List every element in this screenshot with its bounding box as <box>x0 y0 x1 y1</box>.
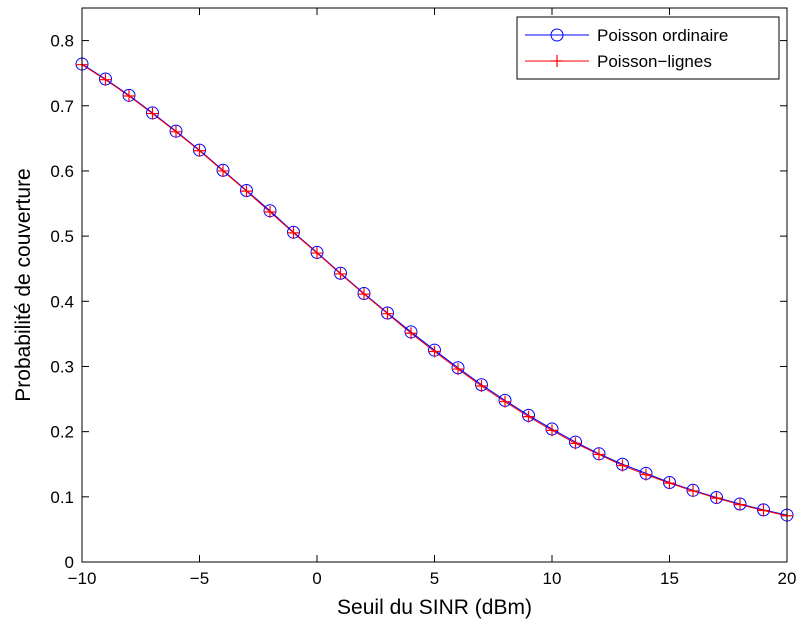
data-point-plus <box>593 448 605 461</box>
data-point-plus <box>217 164 229 177</box>
data-point-plus <box>452 363 464 376</box>
legend-marker-circle <box>550 28 564 42</box>
data-point-plus <box>287 226 300 239</box>
data-point-plus <box>381 307 394 320</box>
data-point-plus <box>358 288 370 301</box>
x-tick-label: 20 <box>778 569 797 588</box>
x-tick-label: −10 <box>68 569 97 588</box>
data-point-plus <box>616 459 629 472</box>
data-point-plus <box>146 107 159 120</box>
x-tick-label: 0 <box>312 569 321 588</box>
legend-label-poisson-ordinaire: Poisson ordinaire <box>597 26 728 45</box>
y-tick-label: 0.8 <box>50 32 74 51</box>
data-point-plus <box>663 477 676 490</box>
x-tick-label: −5 <box>190 569 209 588</box>
y-tick-label: 0.7 <box>50 97 74 116</box>
x-axis-label: Seuil du SINR (dBm) <box>337 596 532 619</box>
data-point-plus <box>522 410 535 423</box>
y-tick-label: 0.6 <box>50 162 74 181</box>
data-point-plus <box>170 125 182 138</box>
data-point-plus <box>428 345 441 358</box>
data-point-plus <box>193 144 206 157</box>
legend-label-poisson-lignes: Poisson−lignes <box>597 52 712 71</box>
data-point-plus <box>687 484 699 497</box>
legend: Poisson ordinaire Poisson−lignes <box>516 16 780 80</box>
series-layer <box>75 57 794 522</box>
legend-marker-plus <box>551 55 563 67</box>
data-point-plus <box>311 247 323 260</box>
data-point-plus <box>499 395 511 408</box>
data-point-plus <box>334 267 347 280</box>
data-point-plus <box>710 492 723 505</box>
data-point-plus <box>757 504 770 517</box>
data-point-plus <box>240 185 253 198</box>
data-point-plus <box>546 424 558 437</box>
x-tick-label: 15 <box>660 569 679 588</box>
legend-box <box>516 16 780 80</box>
y-tick-label: 0.3 <box>50 357 74 376</box>
data-point-plus <box>264 206 276 219</box>
x-tick-label: 5 <box>430 569 439 588</box>
y-tick-label: 0 <box>65 553 74 572</box>
y-tick-label: 0.5 <box>50 227 74 246</box>
plot-area <box>82 8 787 562</box>
data-point-plus <box>640 468 652 481</box>
data-point-plus <box>734 498 746 511</box>
data-point-plus <box>475 380 488 393</box>
data-point-plus <box>405 327 417 340</box>
data-point-plus <box>569 437 582 450</box>
y-axis-label: Probabilité de couverture <box>12 168 35 401</box>
y-tick-label: 0.4 <box>50 292 74 311</box>
y-tick-label: 0.1 <box>50 488 74 507</box>
data-point-plus <box>123 89 135 102</box>
data-point-plus <box>99 73 112 86</box>
x-tick-label: 10 <box>543 569 562 588</box>
y-tick-label: 0.2 <box>50 423 74 442</box>
ticks-layer: −10 −5 0 5 10 15 20 0 0.1 0.2 0.3 0.4 0.5 0.6 0.7 0.8 <box>50 8 796 588</box>
